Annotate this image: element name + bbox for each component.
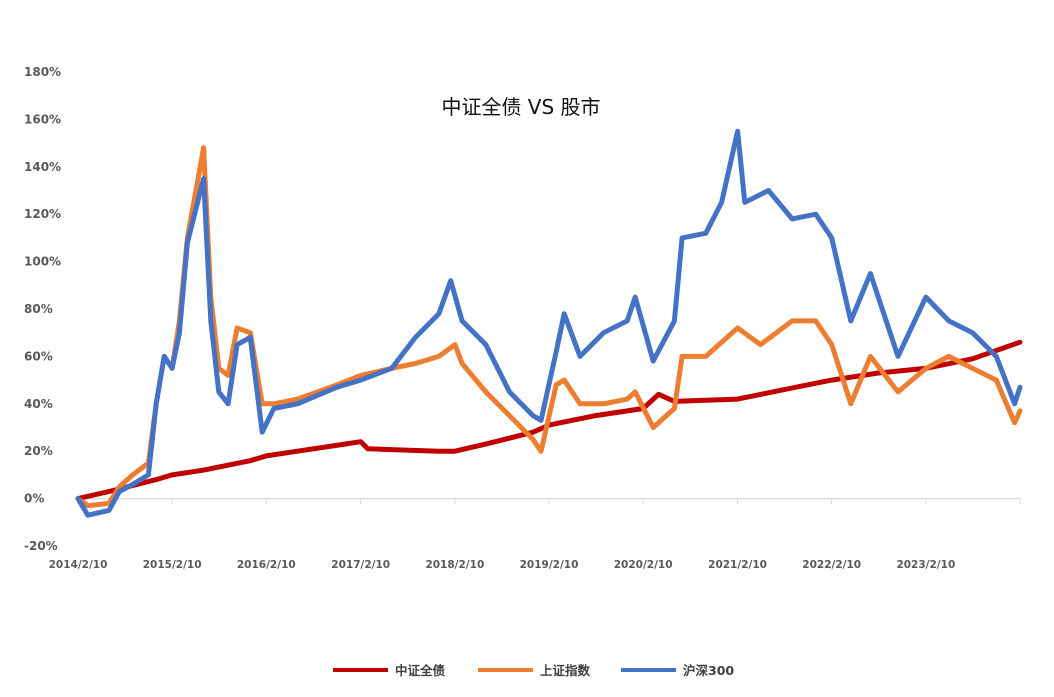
- y-tick-label: -20%: [24, 539, 58, 553]
- x-tick-label: 2017/2/10: [331, 559, 390, 571]
- y-tick-label: 60%: [24, 349, 53, 363]
- y-axis-ticks: -20% 0% 20% 40% 60% 80% 100% 120% 140% 160% 180%: [24, 65, 61, 553]
- x-axis: 2014/2/10 2015/2/10 2016/2/10 2017/2/10 2018…: [49, 498, 1021, 571]
- chart-title: 中证全债 VS 股市: [441, 95, 600, 119]
- legend-label: 上证指数: [540, 663, 591, 678]
- legend: 中证全债 上证指数 沪深300: [333, 663, 734, 678]
- y-tick-label: 100%: [24, 255, 61, 269]
- x-tick-label: 2021/2/10: [708, 559, 767, 571]
- x-tick-label: 2020/2/10: [614, 559, 673, 571]
- y-tick-label: 160%: [24, 112, 61, 126]
- x-tick-label: 2018/2/10: [425, 559, 484, 571]
- y-tick-label: 140%: [24, 160, 61, 174]
- legend-label: 中证全债: [395, 663, 446, 678]
- series-line: [75, 145, 1023, 509]
- series-line: [75, 339, 1023, 502]
- y-tick-label: 80%: [24, 302, 53, 316]
- y-tick-label: 180%: [24, 65, 61, 79]
- x-tick-label: 2015/2/10: [143, 559, 202, 571]
- x-tick-label: 2022/2/10: [802, 559, 861, 571]
- x-tick-label: 2014/2/10: [49, 559, 108, 571]
- series-layer: [75, 128, 1023, 518]
- y-tick-label: 40%: [24, 397, 53, 411]
- y-tick-label: 120%: [24, 207, 61, 221]
- x-tick-label: 2019/2/10: [520, 559, 579, 571]
- x-tick-label: 2023/2/10: [896, 559, 955, 571]
- legend-label: 沪深300: [683, 663, 734, 678]
- y-tick-label: 20%: [24, 444, 53, 458]
- y-tick-label: 0%: [24, 492, 44, 506]
- series-line: [75, 128, 1023, 518]
- x-tick-label: 2016/2/10: [237, 559, 296, 571]
